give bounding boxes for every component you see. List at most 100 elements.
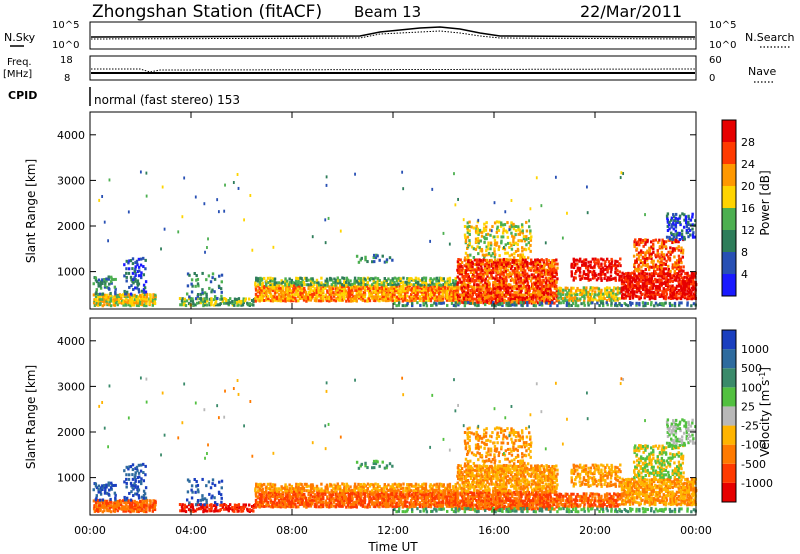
power-cell: [553, 264, 556, 268]
velocity-cell: [135, 465, 139, 469]
power-cell: [122, 293, 125, 297]
power-cell: [631, 294, 634, 298]
power-cell: [585, 276, 588, 280]
power-cell: [105, 301, 109, 305]
power-cell: [95, 290, 98, 294]
velocity-cell: [387, 493, 390, 497]
power-cell: [534, 262, 537, 266]
power-cell: [532, 299, 535, 303]
power-cell: [290, 281, 294, 285]
power-cell: [372, 295, 375, 299]
velocity-cell: [309, 498, 312, 502]
power-cell: [593, 293, 597, 297]
power-cell: [673, 301, 677, 305]
power-cell: [647, 268, 651, 272]
velocity-cell: [452, 502, 455, 506]
velocity-cell: [106, 491, 109, 495]
power-cell: [192, 302, 195, 306]
power-cell: [521, 249, 524, 253]
power-cell: [125, 297, 128, 301]
power-cell: [498, 284, 502, 288]
power-cell: [465, 269, 468, 273]
power-cell: [666, 284, 670, 288]
power-cell: [551, 272, 554, 276]
power-cell: [603, 287, 607, 291]
power-cell: [631, 271, 634, 275]
power-cell: [190, 282, 193, 286]
power-cell: [545, 262, 548, 266]
power-cell: [408, 295, 411, 299]
power-cell: [213, 277, 217, 281]
power-cell: [339, 291, 342, 295]
power-cell: [481, 283, 485, 287]
power-cell: [257, 298, 260, 302]
velocity-cell: [148, 503, 151, 507]
power-cell: [493, 221, 497, 225]
power-cell: [488, 276, 491, 280]
velocity-cell: [423, 505, 426, 509]
power-cell: [670, 303, 674, 307]
power-cell: [277, 281, 281, 285]
power-cell: [586, 276, 590, 280]
power-cell: [507, 260, 510, 264]
power-cell: [363, 295, 366, 299]
power-cell: [460, 283, 463, 287]
power-cell: [129, 259, 133, 263]
velocity-cell: [363, 501, 366, 505]
power-cell: [498, 302, 502, 306]
velocity-cell: [431, 496, 435, 500]
power-cell: [658, 302, 662, 306]
power-cell: [465, 297, 468, 301]
power-cell: [211, 272, 215, 276]
velocity-cell: [297, 484, 300, 488]
power-cell: [525, 243, 528, 247]
velocity-cell: [97, 505, 100, 509]
power-cell: [302, 298, 306, 302]
power-cell: [660, 265, 663, 269]
power-cell: [626, 290, 630, 294]
power-cell: [144, 290, 148, 294]
power-cell: [305, 276, 308, 280]
velocity-cell: [220, 486, 223, 490]
colorbar-swatch: [722, 208, 736, 230]
power-cell: [221, 299, 225, 303]
power-cell: [97, 281, 100, 285]
power-cell: [513, 270, 516, 274]
power-cell: [269, 283, 272, 287]
power-cell: [511, 234, 514, 238]
power-cell: [462, 297, 466, 301]
power-cell: [530, 235, 533, 239]
power-cell: [454, 282, 458, 286]
power-cell: [537, 290, 540, 294]
power-cell: [661, 241, 664, 245]
power-cell: [628, 272, 632, 276]
power-cell: [148, 297, 151, 301]
velocity-cell: [423, 503, 426, 507]
power-cell: [427, 299, 430, 303]
power-cell: [458, 272, 462, 276]
power-cell: [629, 301, 632, 305]
power-cell: [108, 282, 111, 286]
power-cell: [442, 283, 445, 287]
power-cell: [620, 282, 624, 286]
power-cell: [475, 226, 478, 230]
power-cell: [527, 237, 531, 241]
power-cell: [579, 257, 582, 261]
power-cell: [477, 266, 480, 270]
power-cell: [559, 301, 563, 305]
power-cell: [637, 251, 641, 255]
power-cell: [559, 286, 563, 290]
velocity-cell: [99, 488, 103, 492]
power-cell: [330, 292, 333, 296]
power-cell: [334, 278, 338, 282]
power-cell: [535, 295, 538, 299]
velocity-cell: [377, 496, 380, 500]
power-cell: [532, 275, 536, 279]
power-cell: [163, 227, 166, 231]
power-cell: [383, 295, 386, 299]
velocity-cell: [309, 483, 313, 487]
power-cell: [485, 237, 488, 241]
velocity-cell: [345, 505, 348, 509]
power-cell: [692, 284, 695, 288]
power-cell: [528, 266, 531, 270]
